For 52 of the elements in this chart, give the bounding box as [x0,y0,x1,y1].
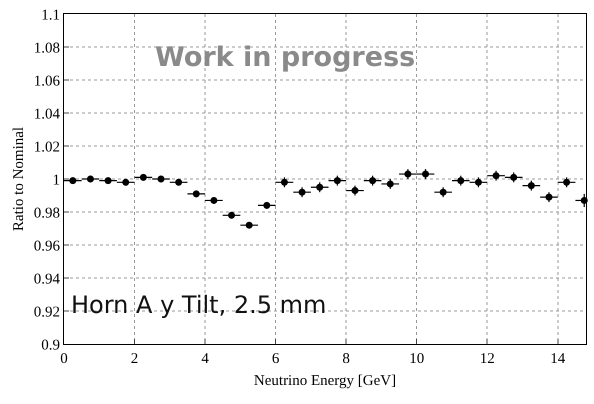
y-tick-label: 0.9 [41,337,60,354]
y-tick-label: 1.08 [34,40,60,56]
point [86,176,94,182]
annotation: Horn A y Tilt, 2.5 mm [71,291,326,319]
x-tick-label: 10 [409,351,424,367]
x-tick-label: 4 [201,351,210,367]
y-tick-label: 1.1 [41,7,60,24]
point [122,178,130,186]
y-tick-label: 1.06 [34,73,60,90]
point [404,170,412,178]
point [263,202,270,209]
point [157,176,164,182]
y-axis-title: Ratio to Nominal [11,126,27,232]
point [422,170,430,178]
point [563,178,570,186]
x-tick-label: 8 [342,351,350,367]
point [545,194,552,201]
y-tick-label: 1 [52,172,60,188]
point [492,172,500,180]
point [528,182,535,190]
x-tick-label: 0 [60,351,68,367]
point [104,177,112,184]
point [280,178,288,186]
point [334,177,341,184]
point [369,177,376,184]
point [246,222,253,229]
point [298,188,306,196]
point [69,177,76,184]
y-tick-label: 0.96 [34,238,60,254]
y-tick-label: 0.98 [34,205,60,222]
point [228,212,236,219]
point [175,178,182,186]
point [457,177,464,184]
x-axis-title: Neutrino Energy [GeV] [254,373,396,389]
point [440,188,447,196]
point [316,184,324,191]
point [510,174,518,181]
y-tick-label: 0.94 [34,271,60,288]
point [210,196,218,204]
point [386,180,394,188]
x-tick-label: 14 [550,351,566,367]
point [192,190,200,198]
x-tick-label: 6 [272,351,280,367]
y-tick-label: 1.02 [34,139,60,156]
y-tick-label: 1.04 [34,106,60,122]
annotation: Work in progress [155,42,416,73]
y-tick-label: 0.92 [34,304,60,320]
point [474,178,482,186]
point [140,174,147,181]
x-tick-label: 12 [480,351,495,367]
x-tick-label: 2 [130,351,138,367]
point [351,187,358,194]
